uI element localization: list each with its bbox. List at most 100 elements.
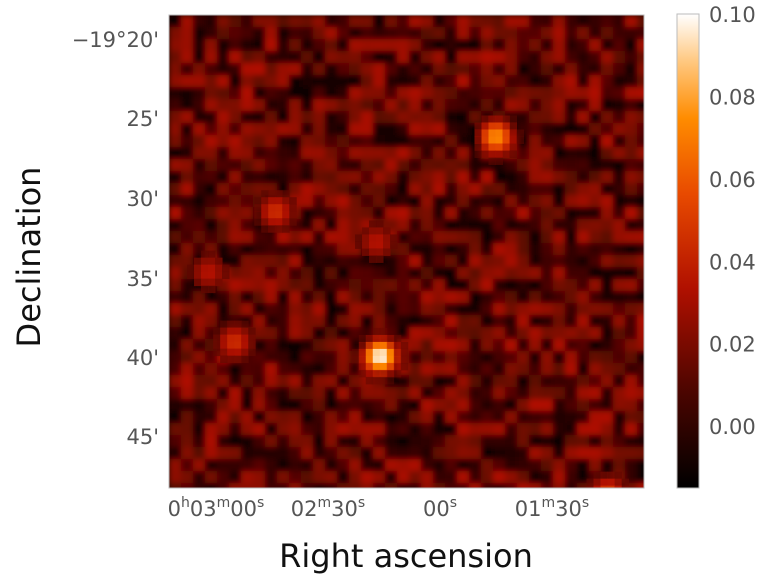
noise-cell: [277, 51, 290, 64]
noise-cell: [601, 135, 614, 148]
noise-cell: [505, 411, 518, 424]
noise-cell: [421, 387, 434, 400]
noise-cell: [229, 15, 242, 28]
noise-cell: [433, 435, 446, 448]
noise-cell: [541, 279, 554, 292]
y-tick-label: 25': [127, 107, 160, 131]
noise-cell: [601, 327, 614, 340]
source-pixel: [261, 190, 269, 198]
noise-cell: [349, 447, 362, 460]
noise-cell: [577, 435, 590, 448]
noise-cell: [433, 411, 446, 424]
noise-cell: [589, 171, 602, 184]
source-pixel: [369, 241, 377, 249]
noise-cell: [553, 15, 566, 28]
noise-cell: [565, 111, 578, 124]
noise-cell: [169, 15, 182, 28]
noise-cell: [493, 75, 506, 88]
noise-cell: [433, 27, 446, 40]
noise-cell: [469, 63, 482, 76]
noise-cell: [265, 51, 278, 64]
noise-cell: [457, 15, 470, 28]
noise-cell: [409, 147, 422, 160]
noise-cell: [301, 411, 314, 424]
noise-cell: [493, 363, 506, 376]
noise-cell: [565, 267, 578, 280]
noise-cell: [409, 207, 422, 220]
noise-cell: [577, 207, 590, 220]
noise-cell: [601, 51, 614, 64]
noise-cell: [637, 75, 644, 88]
noise-cell: [529, 219, 542, 232]
noise-cell: [205, 27, 218, 40]
noise-cell: [325, 27, 338, 40]
noise-cell: [613, 243, 626, 256]
noise-cell: [553, 291, 566, 304]
noise-cell: [433, 87, 446, 100]
source-pixel: [227, 341, 235, 350]
noise-cell: [325, 171, 338, 184]
noise-cell: [637, 159, 644, 172]
source-pixel: [234, 320, 242, 329]
noise-cell: [445, 411, 458, 424]
noise-cell: [349, 159, 362, 172]
noise-cell: [469, 87, 482, 100]
noise-cell: [325, 279, 338, 292]
noise-cell: [589, 315, 602, 328]
noise-cell: [169, 411, 182, 424]
noise-cell: [541, 99, 554, 112]
noise-cell: [229, 243, 242, 256]
noise-cell: [481, 63, 494, 76]
noise-cell: [409, 183, 422, 196]
noise-cell: [421, 459, 434, 472]
noise-cell: [361, 183, 374, 196]
noise-cell: [385, 471, 398, 484]
noise-cell: [457, 303, 470, 316]
noise-cell: [493, 303, 506, 316]
noise-cell: [457, 243, 470, 256]
noise-cell: [181, 447, 194, 460]
noise-cell: [601, 279, 614, 292]
noise-cell: [301, 231, 314, 244]
noise-cell: [265, 231, 278, 244]
noise-cell: [301, 135, 314, 148]
noise-cell: [409, 291, 422, 304]
source-pixel: [227, 320, 235, 329]
source-pixel: [234, 327, 242, 336]
source-pixel: [474, 129, 482, 137]
noise-cell: [505, 51, 518, 64]
noise-cell: [301, 123, 314, 136]
noise-cell: [385, 267, 398, 280]
noise-cell: [445, 399, 458, 412]
noise-cell: [265, 111, 278, 124]
noise-cell: [313, 231, 326, 244]
source-pixel: [365, 355, 374, 364]
source-pixel: [362, 241, 370, 249]
noise-cell: [577, 387, 590, 400]
source-pixel: [509, 143, 517, 151]
noise-cell: [433, 447, 446, 460]
noise-cell: [457, 123, 470, 136]
noise-cell: [577, 15, 590, 28]
noise-cell: [253, 399, 266, 412]
noise-cell: [505, 231, 518, 244]
noise-cell: [457, 411, 470, 424]
noise-cell: [421, 27, 434, 40]
source-pixel: [594, 500, 602, 508]
noise-cell: [433, 219, 446, 232]
noise-cell: [589, 327, 602, 340]
noise-cell: [325, 183, 338, 196]
noise-cell: [229, 207, 242, 220]
noise-cell: [517, 111, 530, 124]
noise-cell: [397, 447, 410, 460]
noise-cell: [589, 207, 602, 220]
noise-cell: [349, 267, 362, 280]
x-tick-label: 01m30s: [515, 495, 589, 521]
noise-cell: [481, 423, 494, 436]
noise-cell: [637, 411, 644, 424]
noise-cell: [565, 219, 578, 232]
noise-cell: [169, 351, 182, 364]
noise-cell: [613, 363, 626, 376]
noise-cell: [589, 243, 602, 256]
source-pixel: [495, 136, 503, 144]
